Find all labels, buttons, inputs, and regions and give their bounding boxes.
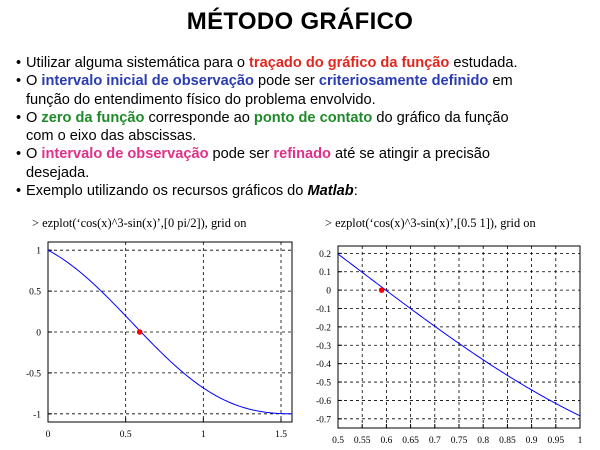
y-tick-label: -1 <box>33 410 41 420</box>
x-tick-label: 0.55 <box>354 436 371 446</box>
bullet-text: até se atingir a precisão <box>330 146 490 163</box>
y-tick-label: -0.6 <box>316 397 331 407</box>
bullet-text: estudada. <box>449 55 518 71</box>
y-tick-label: -0.7 <box>316 415 331 425</box>
x-tick-label: 0.9 <box>526 436 538 446</box>
y-tick-label: 0.1 <box>319 268 331 278</box>
highlighted-term: zero da função <box>41 109 145 126</box>
bullet-line: função do entendimento físico do problem… <box>16 91 594 109</box>
x-tick-label: 1.5 <box>275 430 287 440</box>
bullet-text: Utilizar alguma sistemática para o <box>26 55 250 71</box>
x-tick-label: 0.6 <box>380 436 392 446</box>
y-tick-label: -0.2 <box>316 323 331 333</box>
bullet-line: • O zero da função corresponde ao ponto d… <box>16 109 594 127</box>
bullet-text: pode ser <box>208 146 274 163</box>
x-tick-label: 0.75 <box>451 436 468 446</box>
function-curve <box>337 253 581 417</box>
bullet-dot: • <box>16 183 22 200</box>
bullet-dot: • <box>16 146 22 163</box>
y-tick-label: 0 <box>326 287 331 297</box>
bullet-text: desejada. <box>26 164 90 181</box>
x-tick-label: 1 <box>578 436 583 446</box>
emphasized-term: Matlab <box>307 183 354 200</box>
bullet-line: • O intervalo inicial de observação pode … <box>16 72 594 90</box>
bullet-text: O <box>26 109 42 126</box>
bullet-text: pode ser <box>253 73 319 90</box>
bullet-text: com o eixo das abscissas. <box>26 128 197 145</box>
highlighted-term: intervalo de observação <box>41 146 209 163</box>
matlab-command-left: > ezplot(‘cos(x)^3-sin(x)’,[0 pi/2]), gr… <box>32 216 247 230</box>
x-tick-label: 0.8 <box>477 436 489 446</box>
x-tick-label: 0.65 <box>402 436 419 446</box>
y-tick-label: -0.3 <box>316 342 331 352</box>
x-tick-label: 0.5 <box>120 430 132 440</box>
highlighted-term: refinado <box>273 146 331 163</box>
slide-title: MÉTODO GRÁFICO <box>186 8 414 35</box>
y-tick-label: -0.5 <box>316 379 331 389</box>
bullet-dot: • <box>16 55 22 71</box>
y-tick-label: -0.5 <box>26 369 41 379</box>
bullet-line: com o eixo das abscissas. <box>16 127 594 145</box>
zero-marker <box>378 287 385 293</box>
highlighted-term: criteriosamente definido <box>318 73 489 90</box>
bullet-text: do gráfico da função <box>372 109 509 126</box>
bullet-text: função do entendimento físico do problem… <box>26 91 376 108</box>
x-tick-label: 0.95 <box>547 436 564 446</box>
x-tick-label: 0 <box>46 430 51 440</box>
x-tick-label: 0.85 <box>499 436 516 446</box>
bullet-text: corresponde ao <box>144 109 254 126</box>
function-curve <box>47 249 293 415</box>
y-tick-label: -0.1 <box>316 305 331 315</box>
x-tick-label: 0.5 <box>332 436 344 446</box>
zero-marker <box>136 329 143 335</box>
y-tick-label: 0 <box>36 329 41 339</box>
y-tick-label: 1 <box>36 247 41 257</box>
bullet-line: desejada. <box>16 164 594 182</box>
bullet-dot: • <box>16 109 22 126</box>
bullet-text: O <box>26 73 42 90</box>
y-tick-label: -0.4 <box>316 360 331 370</box>
bullet-text: em <box>488 73 513 90</box>
x-tick-label: 0.7 <box>429 436 441 446</box>
bullet-line: • O intervalo de observação pode ser refi… <box>16 145 594 163</box>
bullet-text: O <box>26 146 42 163</box>
bullet-text: Exemplo utilizando os recursos gráficos … <box>26 183 308 200</box>
matlab-command-right: > ezplot(‘cos(x)^3-sin(x)’,[0.5 1]), gri… <box>325 216 536 230</box>
x-tick-label: 1 <box>201 430 206 440</box>
plot-frame <box>47 241 293 423</box>
bullet-line: • Utilizar alguma sistemática para o traç… <box>16 54 594 72</box>
bullet-list: • Utilizar alguma sistemática para o traç… <box>16 54 594 200</box>
bullet-text: : <box>353 183 358 200</box>
y-tick-label: 0.2 <box>319 250 331 260</box>
y-tick-label: 0.5 <box>29 288 41 298</box>
bullet-dot: • <box>16 73 22 90</box>
highlighted-term: ponto de contato <box>253 109 373 126</box>
bullet-line: • Exemplo utilizando os recursos gráficos… <box>16 182 594 200</box>
highlighted-term: intervalo inicial de observação <box>41 73 254 90</box>
highlighted-term: traçado do gráfico da função <box>249 55 450 71</box>
